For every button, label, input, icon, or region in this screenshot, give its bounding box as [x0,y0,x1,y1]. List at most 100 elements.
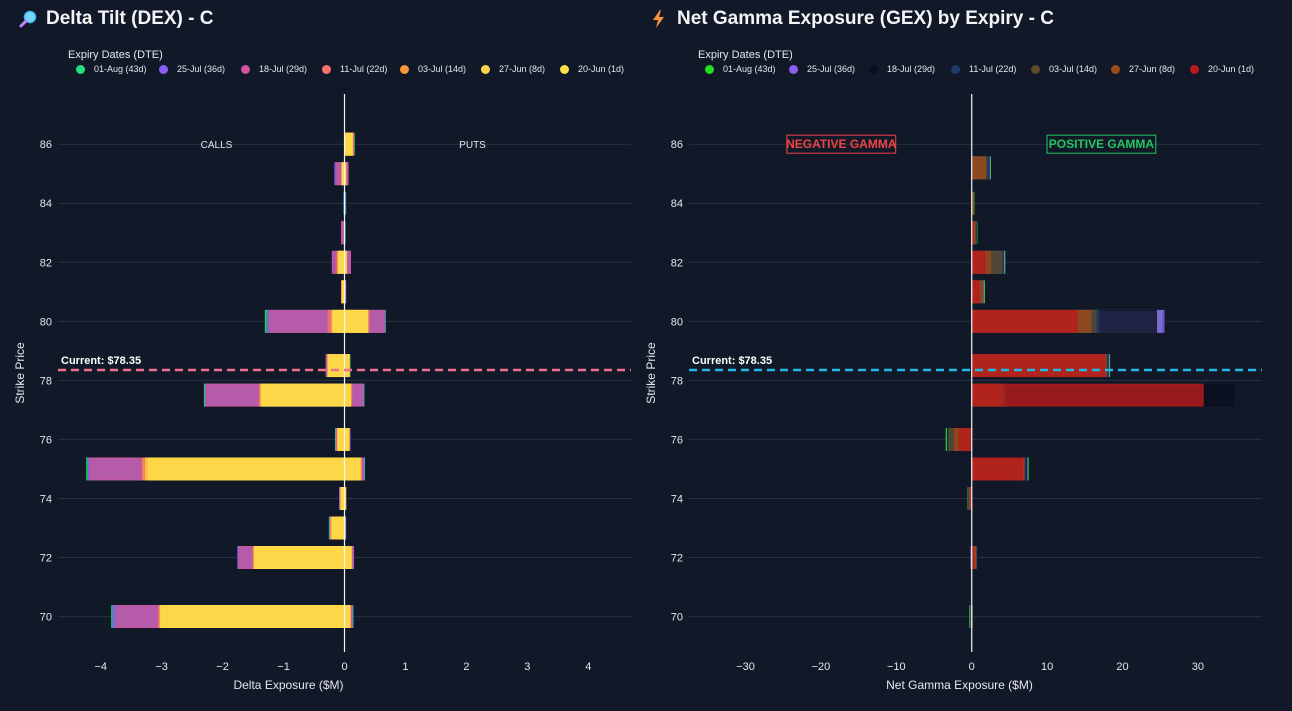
gex-bar [971,156,991,180]
dex-annotation: CALLS [201,140,233,151]
dex-legend-item[interactable]: 25-Jul (36d) [159,64,225,74]
dex-legend-title: Expiry Dates (DTE) [68,49,163,61]
dex-legend-item[interactable]: 18-Jul (29d) [241,64,307,74]
gex-bar [969,487,973,510]
gex-bar [945,428,973,451]
gex-xtick-label: −20 [812,661,831,673]
dex-xtick-label: 1 [402,661,408,673]
dex-xtick-label: −2 [216,661,229,673]
dex-ytick-label: 76 [40,434,52,446]
legend-label: 27-Jun (8d) [499,64,546,74]
gex-legend-title: Expiry Dates (DTE) [698,49,793,61]
dex-put-bar [344,457,361,481]
legend-swatch [560,64,569,74]
gex-legend-item[interactable]: 18-Jul (29d) [869,64,935,74]
gex-bar [958,428,973,451]
gex-legend-item[interactable]: 20-Jun (1d) [1190,64,1254,74]
legend-swatch [1190,64,1199,74]
dex-legend-item[interactable]: 27-Jun (8d) [481,64,545,74]
gex-bar [971,354,1110,378]
gex-ytick-label: 72 [671,553,683,565]
legend-swatch [76,64,85,74]
gex-legend-item[interactable]: 25-Jul (36d) [789,64,855,74]
gex-ytick-label: 76 [671,434,683,446]
gex-bar [971,354,1106,378]
dex-ytick-label: 80 [40,316,52,328]
gex-annotation: POSITIVE GAMMA [1049,137,1155,151]
gex-bar [971,280,983,304]
dex-legend-item[interactable]: 01-Aug (43d) [76,64,147,74]
gex-bar [971,280,980,304]
gex-ytick-label: 74 [671,493,683,505]
dex-legend-item[interactable]: 11-Jul (22d) [322,64,387,74]
gex-xaxis-label: Net Gamma Exposure ($M) [886,678,1033,692]
dex-xtick-label: −4 [94,661,107,673]
gex-bar [947,428,973,451]
gex-bar [971,191,974,215]
dex-xtick-label: 0 [341,661,347,673]
gex-bar [971,309,1092,333]
dex-legend-item[interactable]: 03-Jul (14d) [400,64,466,74]
gex-ytick-label: 80 [671,316,683,328]
dex-call-bar [338,250,345,274]
gex-bar [971,457,1024,481]
dex-chart: 70 72 74 76 78 80 82 84 86 −4 −3 −2 −1 0 1 2 3 4 Current: … [13,94,631,692]
gex-bar [971,280,985,304]
gex-bar [969,605,973,628]
gex-bar [971,156,991,180]
dex-xaxis-label: Delta Exposure ($M) [233,678,343,692]
gex-bar [971,457,1029,481]
gex-bar [971,546,975,569]
gex-bar [953,428,973,451]
gex-bar [971,250,1004,274]
gex-title-text: Net Gamma Exposure (GEX) by Expiry - C [677,8,1054,29]
legend-swatch [322,64,331,74]
legend-label: 27-Jun (8d) [1129,64,1176,74]
gex-bar [971,457,1025,481]
gex-bar [971,191,974,215]
gex-bar [971,383,1235,407]
gex-bar [971,546,976,569]
gex-legend-item[interactable]: 03-Jul (14d) [1031,64,1097,74]
legend-label: 11-Jul (22d) [340,64,388,74]
gex-bar [971,354,1108,378]
gex-bar [969,487,973,510]
dex-ytick-label: 70 [40,612,52,624]
gex-title: Net Gamma Exposure (GEX) by Expiry - C [649,8,1054,30]
gex-bar [971,156,988,180]
gex-bar [971,457,1025,481]
dex-xtick-label: 4 [585,661,591,673]
gex-ytick-label: 84 [671,198,683,210]
dex-call-bar [338,428,345,451]
lightning-icon [649,9,669,29]
gex-bar [971,250,1005,274]
legend-label: 25-Jul (36d) [807,64,856,74]
gex-bar [971,280,984,304]
gex-bar [971,250,1004,274]
gex-annotation: NEGATIVE GAMMA [786,137,897,151]
dex-ytick-label: 86 [40,139,52,151]
gex-bar [971,280,984,304]
gex-bar [971,250,1003,274]
legend-swatch [1111,64,1120,74]
gex-bar [969,605,973,628]
gex-yaxis-label: Strike Price [644,342,658,404]
gex-bar [971,250,1006,274]
dex-put-bar [344,546,351,569]
gex-legend-item[interactable]: 27-Jun (8d) [1111,64,1175,74]
legend-label: 20-Jun (1d) [578,64,625,74]
legend-swatch [705,64,714,74]
gex-bar [971,309,1165,333]
gex-legend-item[interactable]: 11-Jul (22d) [951,64,1016,74]
gex-bar [971,156,989,180]
gex-bar [971,221,976,245]
legend-swatch [481,64,490,74]
gex-bar [971,221,978,245]
gex-legend-item[interactable]: 01-Aug (43d) [705,64,776,74]
gex-bar [971,156,990,180]
dex-title: Delta Tilt (DEX) - C [18,8,214,30]
gex-bar [971,546,979,569]
gex-bar [971,191,975,215]
dex-call-bar [147,457,345,481]
dex-legend-item[interactable]: 20-Jun (1d) [560,64,624,74]
